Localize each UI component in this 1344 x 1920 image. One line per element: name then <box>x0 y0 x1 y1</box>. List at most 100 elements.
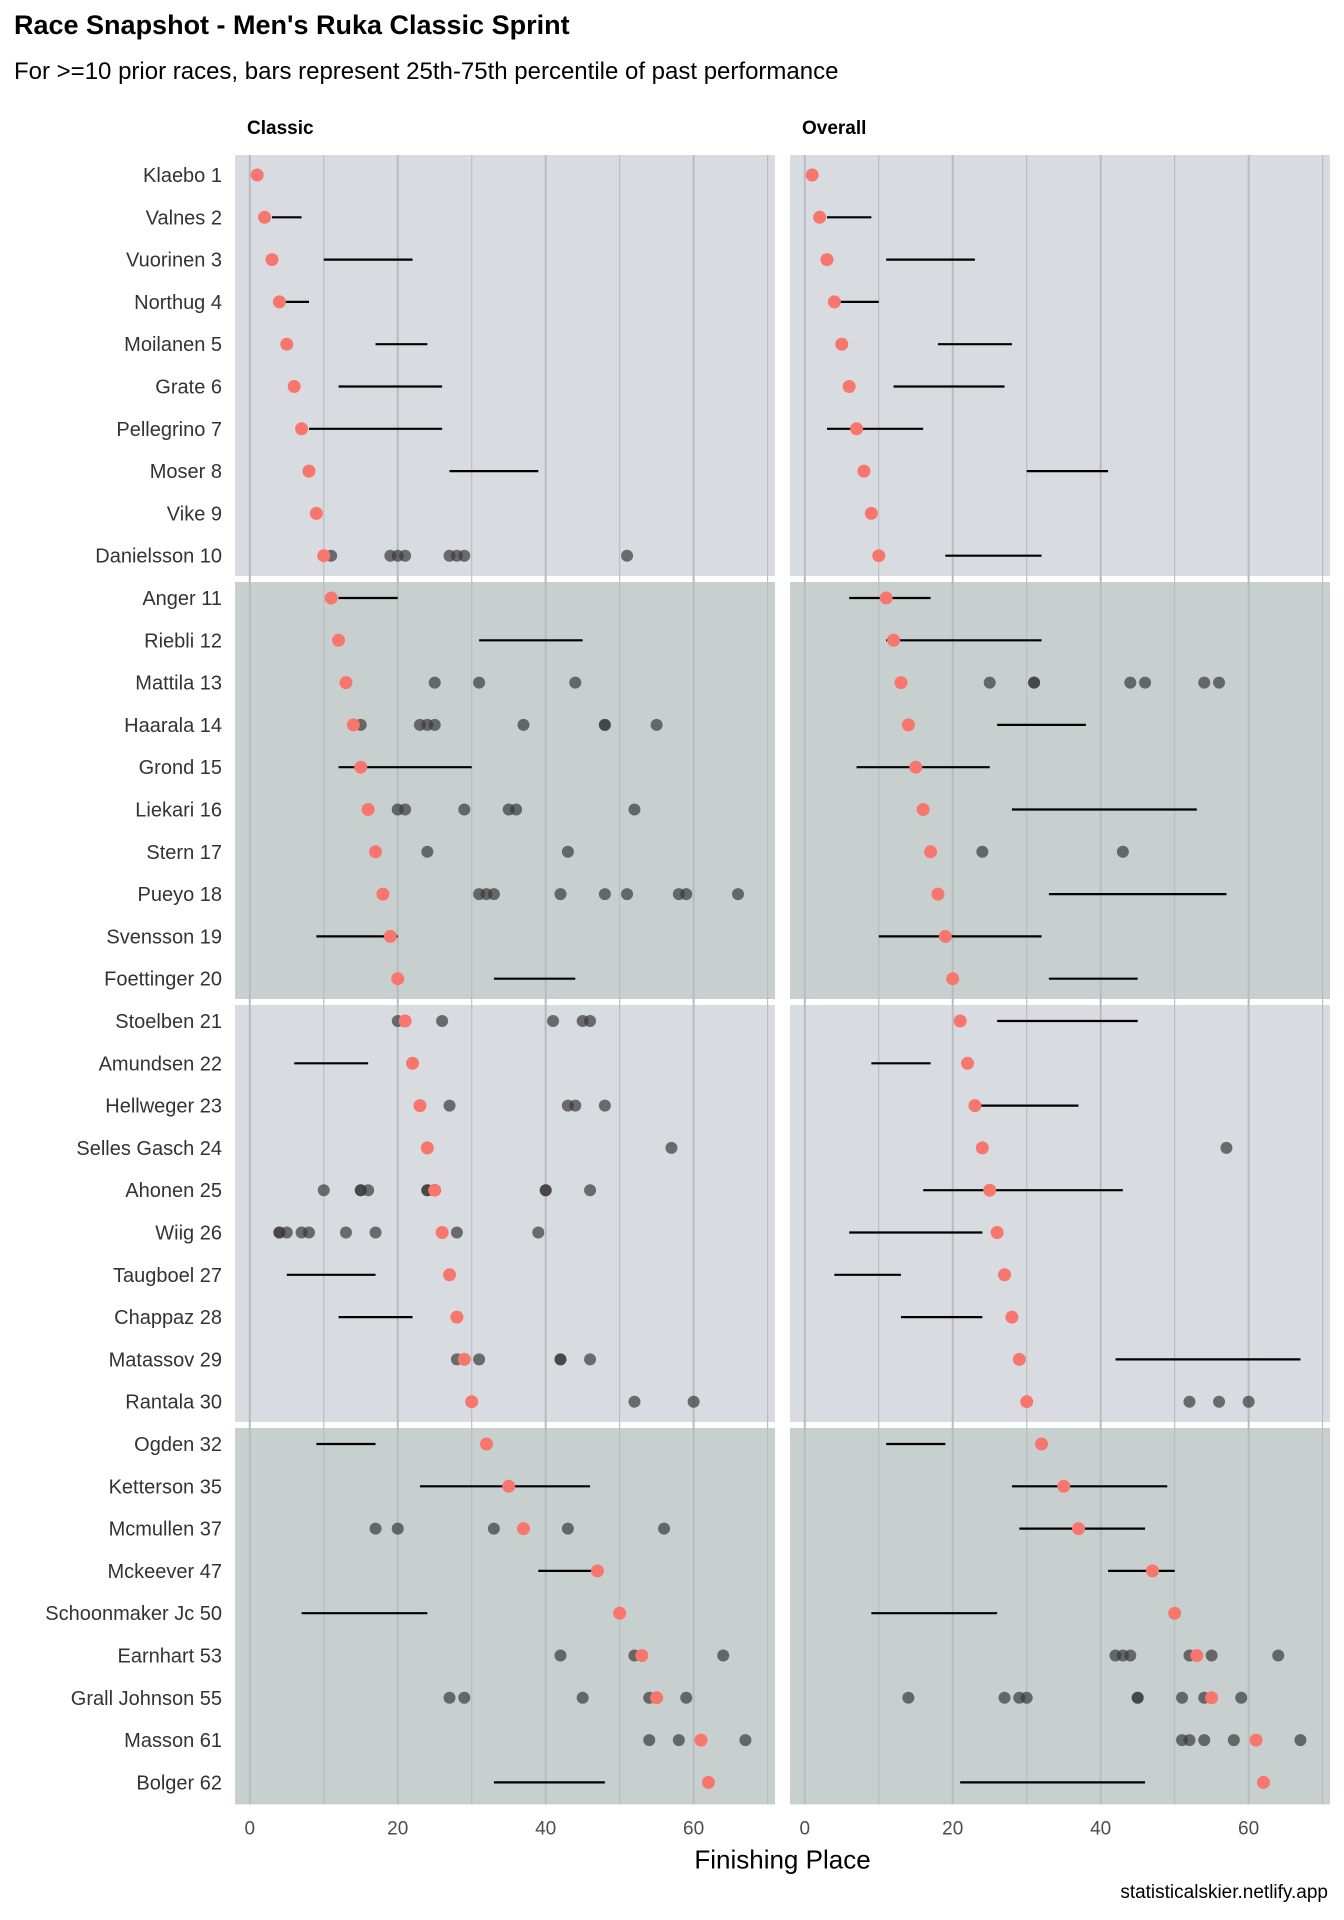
y-tick-label: Mattila 13 <box>135 673 222 695</box>
current-place-point-overall <box>938 929 952 943</box>
current-place-point-classic <box>590 1564 604 1578</box>
current-place-point-classic <box>443 1268 457 1282</box>
past-result-point-classic <box>369 1522 382 1535</box>
current-place-point-overall <box>805 168 819 182</box>
current-place-point-classic <box>465 1395 479 1409</box>
past-result-point-classic <box>554 1353 567 1366</box>
past-result-point-classic <box>532 1226 545 1239</box>
current-place-point-classic <box>502 1479 516 1493</box>
current-place-point-overall <box>1205 1691 1219 1705</box>
past-result-point-overall <box>1272 1649 1285 1662</box>
past-result-point-classic <box>458 1691 471 1704</box>
y-tick-label: Klaebo 1 <box>143 165 222 187</box>
past-result-point-overall <box>1183 1395 1196 1408</box>
y-tick-label: Pellegrino 7 <box>116 419 222 441</box>
past-result-point-overall <box>998 1691 1011 1704</box>
y-tick-label: Svensson 19 <box>106 926 222 948</box>
past-result-point-classic <box>658 1522 671 1535</box>
facet-label-classic: Classic <box>247 118 314 139</box>
past-result-point-overall <box>1124 1649 1137 1662</box>
current-place-point-overall <box>983 1183 997 1197</box>
current-place-point-overall <box>968 1099 982 1113</box>
current-place-point-overall <box>909 760 923 774</box>
past-result-point-classic <box>443 1691 456 1704</box>
band-1-0 <box>790 155 1330 576</box>
current-place-point-classic <box>258 210 272 224</box>
current-place-point-overall <box>835 337 849 351</box>
current-place-point-overall <box>872 549 886 563</box>
y-tick-label: Stern 17 <box>146 842 222 864</box>
current-place-point-overall <box>850 422 864 436</box>
current-place-point-overall <box>879 591 893 605</box>
past-result-point-classic <box>443 1099 456 1112</box>
x-tick-label-1-20: 20 <box>942 1818 963 1839</box>
past-result-point-classic <box>302 1226 315 1239</box>
past-result-point-classic <box>450 1226 463 1239</box>
y-tick-label: Grate 6 <box>155 377 222 399</box>
current-place-point-overall <box>946 972 960 986</box>
current-place-point-classic <box>450 1310 464 1324</box>
past-result-point-overall <box>1213 1395 1226 1408</box>
current-place-point-overall <box>1005 1310 1019 1324</box>
current-place-point-overall <box>990 1226 1004 1239</box>
current-place-point-overall <box>953 1014 967 1028</box>
current-place-point-classic <box>650 1691 664 1705</box>
past-result-point-classic <box>487 888 500 901</box>
current-place-point-classic <box>346 718 360 732</box>
current-place-point-classic <box>376 887 390 901</box>
band-0-2 <box>235 1005 775 1422</box>
y-tick-label: Amundsen 22 <box>99 1053 222 1075</box>
current-place-point-overall <box>1168 1606 1182 1620</box>
y-tick-label: Riebli 12 <box>144 630 222 652</box>
y-tick-label: Earnhart 53 <box>117 1646 222 1668</box>
current-place-point-classic <box>354 760 368 774</box>
current-place-point-classic <box>324 591 338 605</box>
y-tick-label: Hellweger 23 <box>105 1096 222 1118</box>
y-tick-label: Schoonmaker Jc 50 <box>45 1603 222 1625</box>
y-tick-label: Vike 9 <box>167 503 222 525</box>
past-result-point-overall <box>1205 1649 1218 1662</box>
past-result-point-classic <box>391 1522 404 1535</box>
current-place-point-overall <box>827 295 841 309</box>
y-tick-label: Northug 4 <box>134 292 222 314</box>
current-place-point-overall <box>813 210 827 224</box>
past-result-point-classic <box>680 1691 693 1704</box>
band-1-2 <box>790 1005 1330 1422</box>
past-result-point-classic <box>643 1734 656 1747</box>
past-result-point-overall <box>1131 1691 1144 1704</box>
past-result-point-classic <box>621 549 634 562</box>
y-tick-label: Wiig 26 <box>155 1223 222 1245</box>
past-result-point-classic <box>458 549 471 562</box>
past-result-point-classic <box>473 676 486 689</box>
past-result-point-classic <box>598 1099 611 1112</box>
current-place-point-classic <box>398 1014 412 1028</box>
past-result-point-classic <box>517 718 530 731</box>
past-result-point-classic <box>317 1184 330 1197</box>
past-result-point-overall <box>1242 1395 1255 1408</box>
current-place-point-overall <box>916 803 930 816</box>
band-0-1 <box>235 582 775 999</box>
past-result-point-classic <box>547 1015 560 1027</box>
y-tick-label: Vuorinen 3 <box>126 250 222 272</box>
past-result-point-classic <box>428 676 441 689</box>
y-tick-label: Anger 11 <box>142 588 222 610</box>
current-place-point-classic <box>332 633 346 647</box>
past-result-point-classic <box>428 718 441 731</box>
past-result-point-overall <box>976 845 989 858</box>
chart-subtitle: For >=10 prior races, bars represent 25t… <box>14 58 839 85</box>
past-result-point-overall <box>1183 1734 1196 1747</box>
past-result-point-classic <box>732 888 745 901</box>
past-result-point-classic <box>473 1353 486 1366</box>
current-place-point-overall <box>1190 1649 1204 1662</box>
past-result-point-classic <box>717 1649 730 1662</box>
past-result-point-classic <box>399 549 412 562</box>
current-place-point-classic <box>428 1183 442 1197</box>
current-place-point-overall <box>1012 1352 1026 1366</box>
y-tick-label: Ogden 32 <box>134 1434 222 1456</box>
current-place-point-classic <box>250 168 264 182</box>
past-result-point-classic <box>576 1691 589 1704</box>
past-result-point-overall <box>1235 1691 1248 1704</box>
past-result-point-overall <box>1028 676 1041 689</box>
current-place-point-classic <box>295 422 309 436</box>
past-result-point-classic <box>569 676 582 689</box>
